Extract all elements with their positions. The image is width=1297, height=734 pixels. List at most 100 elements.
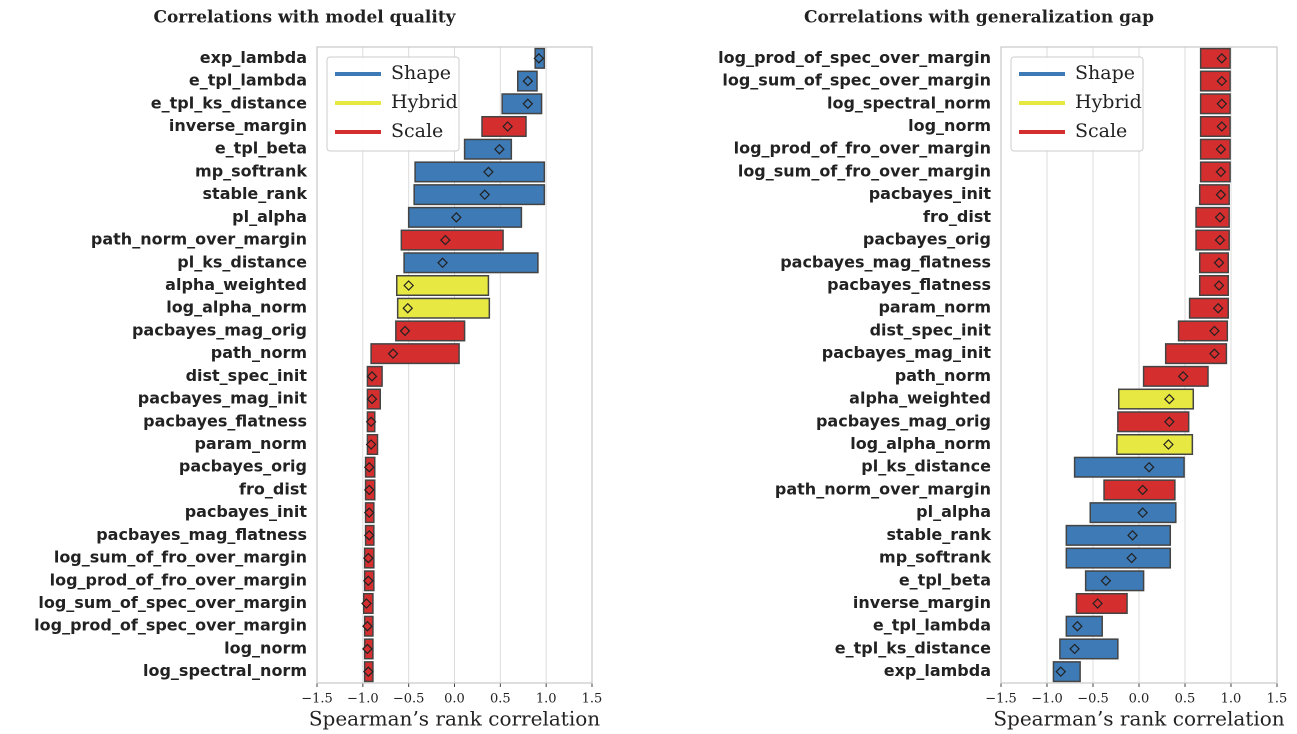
x-axis-label: Spearman’s rank correlation	[309, 707, 600, 731]
mean-marker	[361, 598, 372, 609]
x-tick-label: −0.5	[393, 692, 425, 707]
category-label: pl_ks_distance	[861, 457, 991, 476]
legend-label: Hybrid	[391, 91, 458, 113]
x-tick-label: 0.5	[1175, 692, 1196, 707]
mean-marker	[363, 484, 375, 496]
mean-marker	[399, 325, 411, 337]
mean-marker	[363, 507, 375, 518]
category-label: log_prod_of_fro_over_margin	[734, 139, 991, 158]
chart-title: Correlations with generalization gap	[804, 8, 1154, 28]
range-bar	[1198, 184, 1230, 206]
mean-marker	[1137, 484, 1149, 496]
range-bar	[395, 320, 466, 342]
range-bar	[501, 93, 543, 115]
category-label: pacbayes_mag_flatness	[780, 252, 991, 271]
mean-marker	[494, 143, 505, 155]
legend-label: Scale	[1075, 120, 1127, 142]
category-label: log_prod_of_fro_over_margin	[50, 570, 307, 589]
category-label: log_sum_of_spec_over_margin	[722, 71, 991, 90]
category-label: stable_rank	[887, 525, 992, 544]
mean-marker	[522, 75, 534, 87]
category-label: log_prod_of_spec_over_margin	[34, 616, 307, 635]
category-label: pacbayes_mag_orig	[132, 320, 307, 339]
plot-frame	[316, 46, 593, 684]
mean-marker	[363, 530, 375, 541]
mean-marker	[1164, 393, 1175, 405]
category-label: log_alpha_norm	[166, 298, 307, 317]
mean-marker	[362, 620, 373, 632]
mean-marker	[1055, 666, 1067, 677]
category-label: path_norm	[211, 343, 307, 362]
mean-marker	[533, 53, 545, 64]
category-label: param_norm	[878, 298, 991, 317]
category-label: exp_lambda	[884, 661, 991, 680]
range-bar	[1199, 70, 1231, 92]
mean-marker	[1126, 552, 1137, 564]
mean-marker	[1215, 189, 1227, 200]
category-label: pacbayes_init	[185, 502, 308, 521]
x-tick-label: −1.0	[1031, 692, 1063, 707]
x-tick-label: −1.5	[301, 692, 333, 707]
range-bar	[1199, 161, 1231, 183]
mean-marker	[522, 98, 534, 110]
range-bar	[1199, 93, 1231, 115]
category-label: log_sum_of_spec_over_margin	[38, 593, 307, 612]
mean-marker	[479, 189, 491, 200]
legend-label: Shape	[1075, 62, 1135, 84]
x-tick-label: −1.5	[985, 692, 1017, 707]
category-label: e_tpl_ks_distance	[151, 93, 307, 112]
category-label: pacbayes_mag_init	[822, 343, 992, 362]
range-bar	[1199, 115, 1231, 138]
category-label: fro_dist	[923, 207, 991, 226]
mean-marker	[1164, 416, 1175, 428]
category-label: log_sum_of_fro_over_margin	[738, 161, 991, 180]
range-bar	[1059, 638, 1119, 660]
x-tick-label: 1.0	[1221, 692, 1242, 707]
category-label: dist_spec_init	[186, 366, 308, 385]
range-bar	[1195, 206, 1230, 228]
legend-label: Scale	[391, 120, 443, 142]
range-bar	[1065, 615, 1103, 637]
category-label: e_tpl_lambda	[873, 616, 991, 635]
category-label: mp_softrank	[879, 548, 991, 567]
mean-marker	[439, 234, 451, 246]
x-tick-label: −1.0	[347, 692, 379, 707]
mean-marker	[502, 121, 514, 132]
mean-marker	[366, 371, 378, 382]
range-bar	[370, 343, 460, 365]
category-label: pacbayes_orig	[179, 457, 307, 476]
legend-label: Shape	[391, 62, 451, 84]
category-label: pacbayes_mag_init	[138, 389, 308, 408]
category-label: fro_dist	[239, 479, 307, 498]
mean-marker	[403, 280, 415, 291]
range-bar	[1117, 411, 1190, 433]
range-bar	[413, 184, 546, 206]
mean-marker	[1215, 143, 1227, 155]
category-label: log_norm	[224, 638, 307, 657]
range-bar	[403, 252, 539, 274]
category-label: mp_softrank	[195, 161, 307, 180]
range-bar	[1164, 343, 1228, 365]
range-bar	[1142, 365, 1209, 387]
range-bar	[414, 161, 546, 183]
x-tick-label: 0.0	[1129, 692, 1150, 707]
category-label: inverse_margin	[853, 593, 991, 612]
x-tick-label: 0.0	[444, 692, 465, 707]
mean-marker	[1214, 212, 1226, 223]
chart-title: Correlations with model quality	[153, 8, 456, 28]
mean-marker	[1209, 325, 1220, 337]
range-bar	[407, 206, 523, 228]
category-label: inverse_margin	[169, 116, 307, 135]
x-tick-label: 1.5	[582, 692, 603, 707]
mean-marker	[387, 348, 399, 359]
mean-marker	[1127, 530, 1138, 541]
x-tick-label: 1.0	[536, 692, 557, 707]
category-label: pl_ks_distance	[177, 252, 307, 271]
category-label: pacbayes_mag_orig	[816, 411, 991, 430]
category-label: param_norm	[194, 434, 307, 453]
mean-marker	[1216, 75, 1228, 87]
range-bar	[1073, 456, 1185, 478]
legend-box	[1010, 56, 1144, 152]
